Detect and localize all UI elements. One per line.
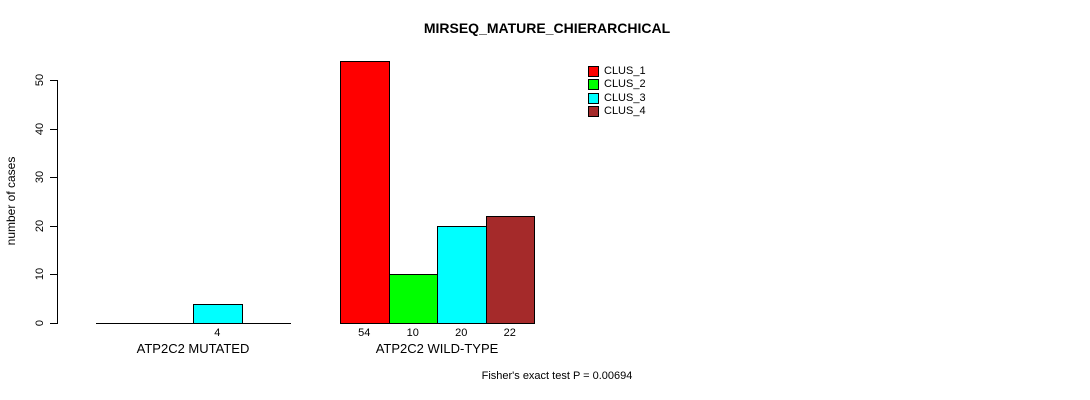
bar-value-label: 20 <box>455 327 468 339</box>
bar-clus_3 <box>193 303 243 324</box>
legend-swatch-clus_4 <box>588 105 599 117</box>
bar-value-label: 22 <box>503 327 516 339</box>
bar-value-label: 54 <box>358 327 371 339</box>
y-tick-label: 30 <box>34 171 46 184</box>
legend-label-clus_4: CLUS_4 <box>604 104 646 117</box>
y-tick-label: 10 <box>34 268 46 281</box>
fisher-test-annotation: Fisher's exact test P = 0.00694 <box>481 370 633 382</box>
y-tick-label: 40 <box>34 122 46 135</box>
y-tick-mark <box>50 128 57 130</box>
legend-swatch-clus_2 <box>588 79 599 91</box>
y-tick-mark <box>50 80 57 81</box>
bar-clus_1 <box>340 60 390 324</box>
bar-clus_2 <box>388 274 438 324</box>
group-label: ATP2C2 MUTATED <box>136 341 250 356</box>
bar-clus_4 <box>485 216 535 324</box>
bar-value-label: 4 <box>214 327 221 339</box>
y-tick-mark <box>50 177 57 179</box>
bar-clus_3 <box>437 225 487 324</box>
legend-label-clus_2: CLUS_2 <box>604 78 646 91</box>
legend-label-clus_3: CLUS_3 <box>604 91 646 104</box>
y-tick-mark <box>50 225 57 227</box>
legend-swatch-clus_3 <box>588 92 599 104</box>
bar-value-label: 10 <box>406 327 419 339</box>
legend-label-clus_1: CLUS_1 <box>604 65 646 77</box>
y-tick-mark <box>50 274 57 276</box>
legend-swatch-clus_1 <box>588 66 599 77</box>
y-tick-mark <box>50 323 57 324</box>
y-tick-label: 0 <box>34 319 46 327</box>
y-tick-label: 20 <box>34 219 46 232</box>
y-tick-label: 50 <box>34 73 46 87</box>
chart-title: MIRSEQ_MATURE_CHIERARCHICAL <box>423 20 671 36</box>
y-axis-line <box>57 80 58 324</box>
group-label: ATP2C2 WILD-TYPE <box>375 341 499 356</box>
